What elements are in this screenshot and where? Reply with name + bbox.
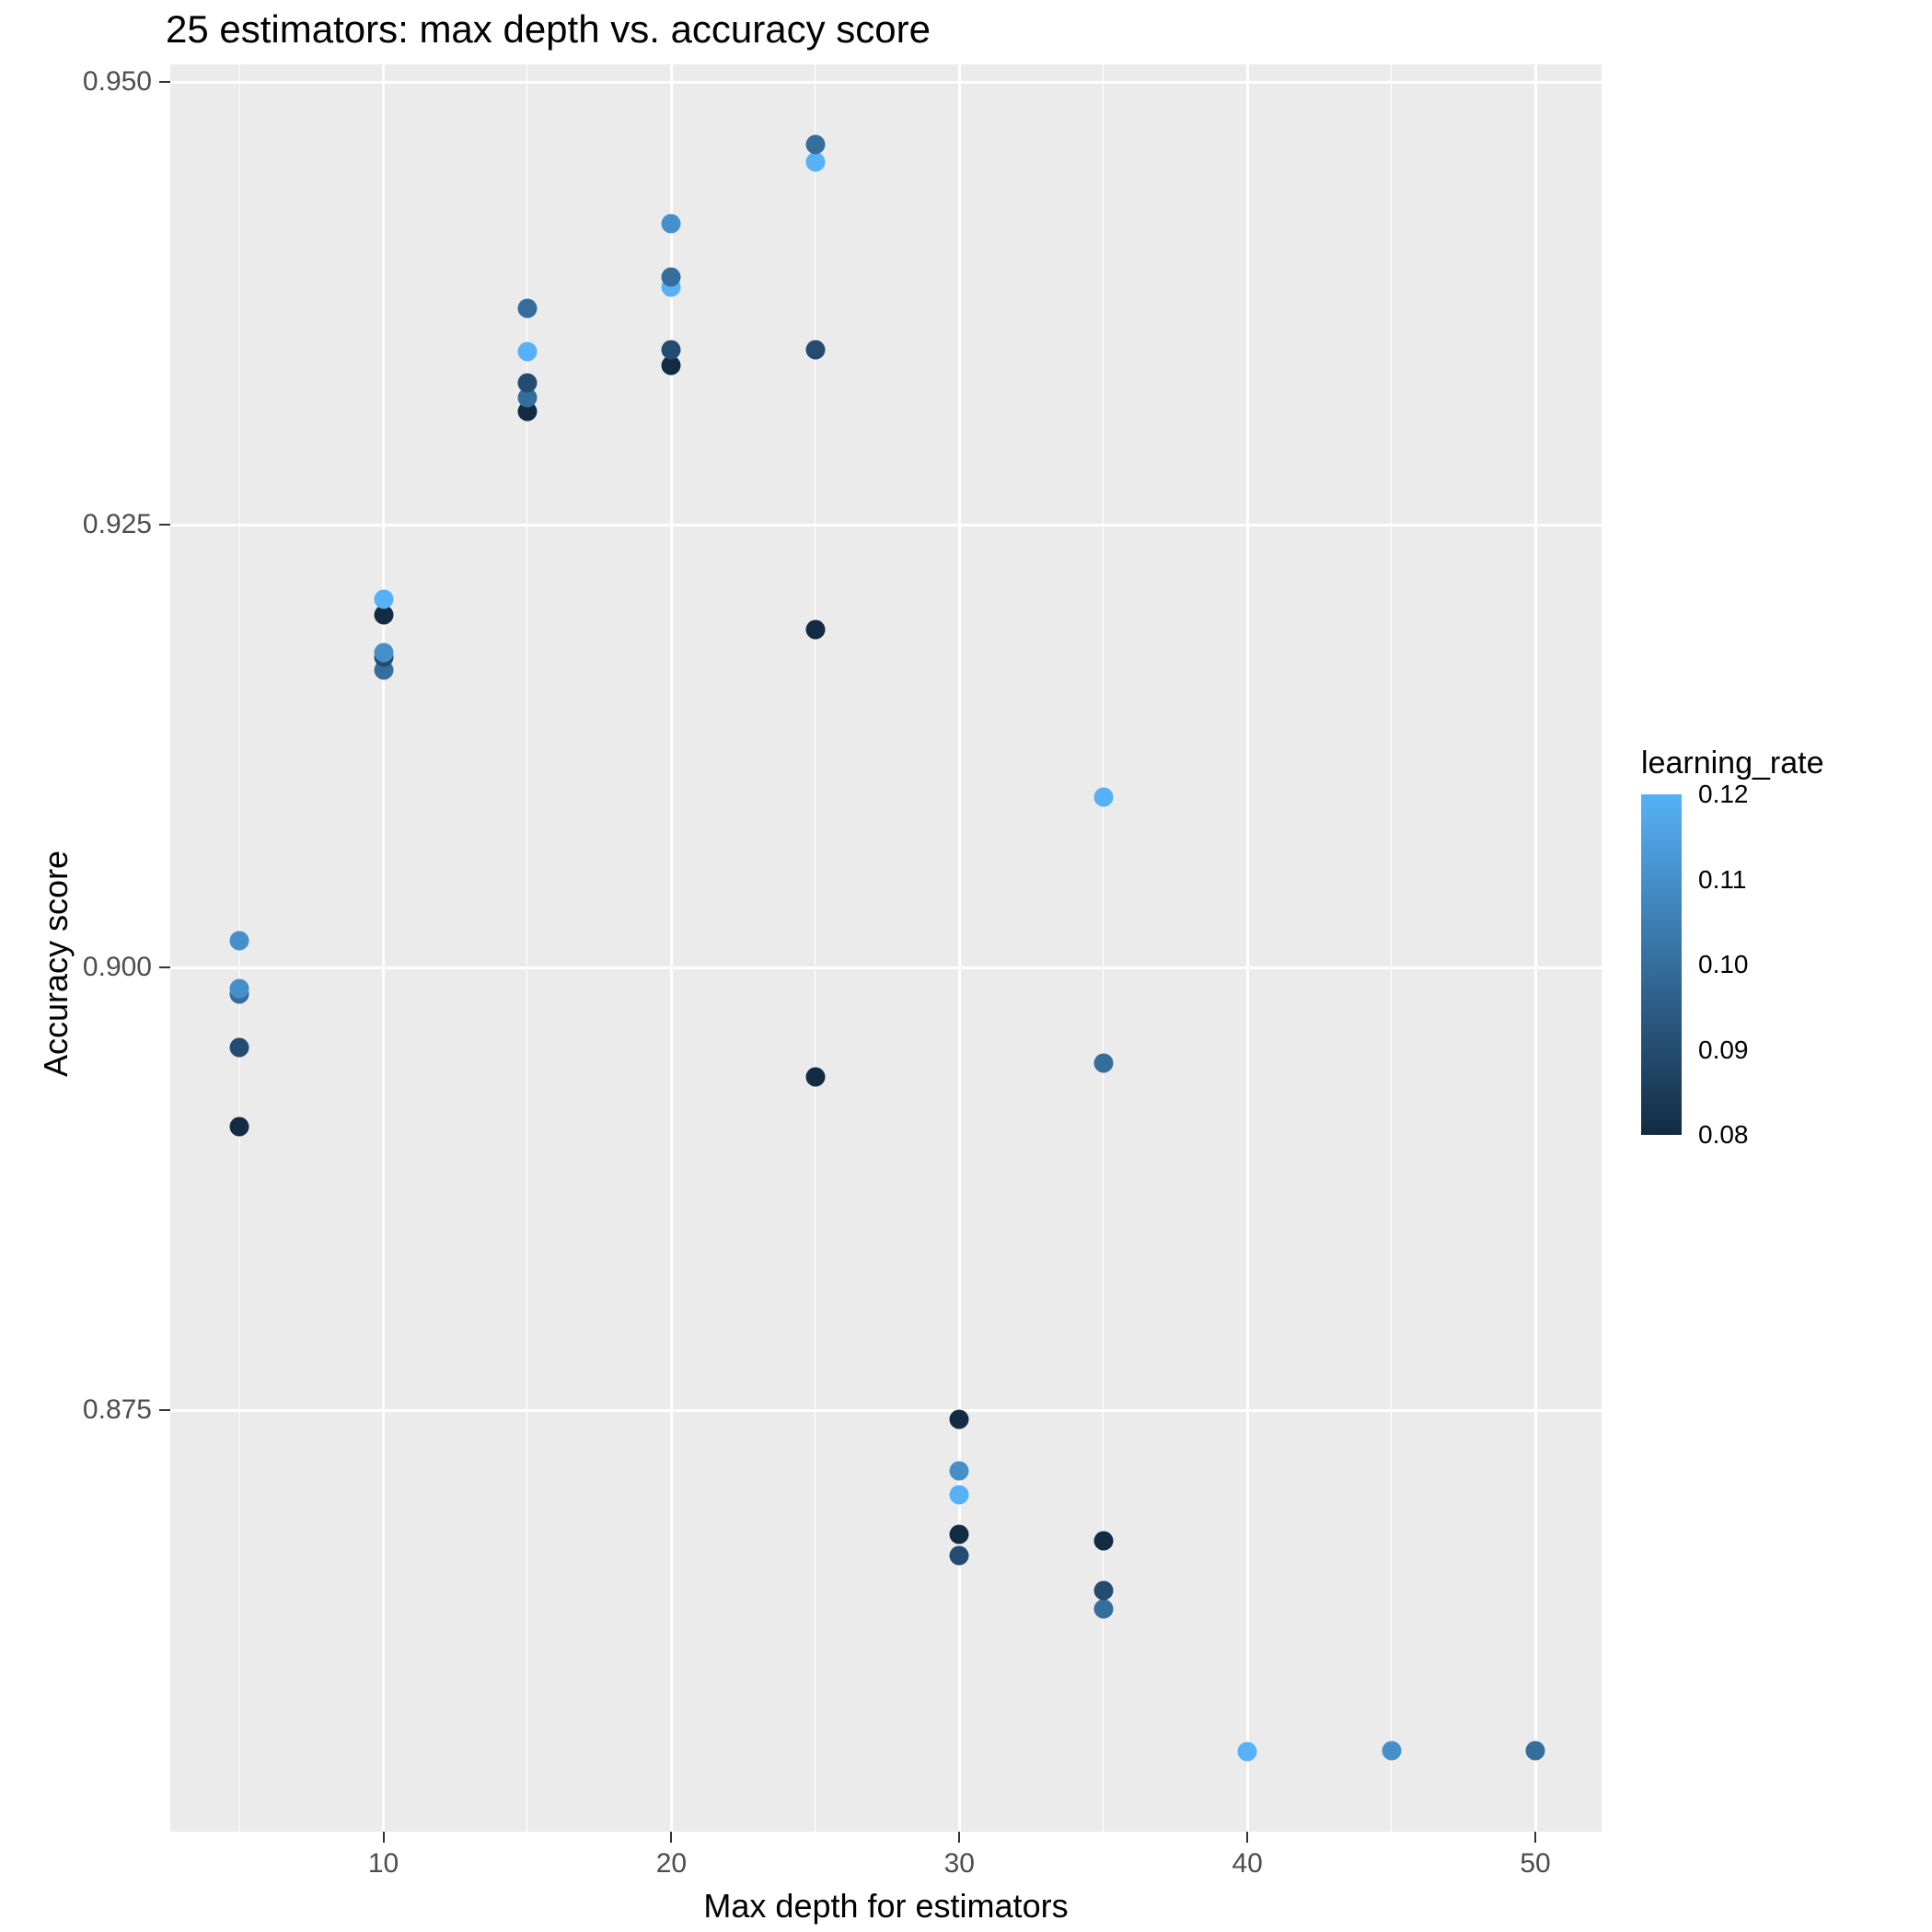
y-tick-label: 0.875 (83, 1394, 152, 1426)
data-point (1526, 1741, 1545, 1760)
data-point (805, 152, 825, 171)
x-tick-mark (383, 1832, 385, 1843)
grid-minor-v (1103, 64, 1104, 1832)
data-point (805, 1068, 825, 1087)
data-point (805, 340, 825, 359)
data-point (1093, 788, 1113, 807)
legend-gradient (1641, 794, 1682, 1135)
legend-tick-mark (1682, 1049, 1689, 1051)
data-point (1238, 1742, 1257, 1762)
data-point (517, 341, 537, 361)
data-point (662, 214, 681, 234)
x-tick-label: 10 (368, 1848, 399, 1880)
grid-major-h (170, 966, 1602, 969)
color-legend: learning_rate 0.080.090.100.110.12 (1641, 746, 1823, 1135)
y-tick-label: 0.925 (83, 509, 152, 540)
data-point (1093, 1532, 1113, 1551)
legend-tick-mark (1634, 793, 1641, 795)
chart-title: 25 estimators: max depth vs. accuracy sc… (166, 7, 931, 52)
data-point (1093, 1054, 1113, 1073)
data-point (950, 1545, 969, 1565)
legend-tick-label: 0.11 (1698, 865, 1746, 895)
grid-minor-v (815, 64, 816, 1832)
grid-major-v (1246, 64, 1249, 1832)
data-point (230, 979, 249, 999)
legend-tick-label: 0.09 (1698, 1035, 1749, 1065)
data-point (950, 1486, 969, 1505)
data-point (517, 299, 537, 318)
y-tick-label: 0.950 (83, 66, 152, 98)
legend-tick-label: 0.12 (1698, 780, 1749, 809)
legend-title: learning_rate (1641, 746, 1823, 781)
legend-tick-mark (1682, 879, 1689, 881)
data-point (374, 642, 393, 662)
legend-tick-mark (1682, 793, 1689, 795)
grid-major-v (670, 64, 673, 1832)
data-point (662, 340, 681, 359)
grid-major-h (170, 1409, 1602, 1412)
figure: 25 estimators: max depth vs. accuracy sc… (0, 0, 1932, 1932)
legend-tick-label: 0.08 (1698, 1120, 1749, 1150)
grid-major-v (1534, 64, 1537, 1832)
legend-bar: 0.080.090.100.110.12 (1641, 794, 1792, 1135)
data-point (1382, 1741, 1401, 1760)
y-tick-mark (159, 524, 170, 526)
grid-minor-v (1391, 64, 1392, 1832)
plot-panel (170, 64, 1602, 1832)
legend-tick-mark (1634, 1134, 1641, 1136)
grid-minor-v (526, 64, 527, 1832)
data-point (950, 1524, 969, 1544)
x-tick-label: 50 (1520, 1848, 1550, 1880)
x-axis-label: Max depth for estimators (703, 1887, 1068, 1926)
y-tick-mark (159, 1409, 170, 1411)
data-point (950, 1409, 969, 1429)
x-tick-label: 30 (944, 1848, 975, 1880)
data-point (374, 590, 393, 609)
y-tick-mark (159, 966, 170, 968)
data-point (1093, 1581, 1113, 1601)
legend-tick-mark (1682, 1134, 1689, 1136)
x-tick-mark (958, 1832, 960, 1843)
x-tick-label: 20 (656, 1848, 687, 1880)
legend-tick-mark (1634, 1049, 1641, 1051)
data-point (805, 619, 825, 639)
grid-major-v (382, 64, 385, 1832)
data-point (1093, 1599, 1113, 1618)
grid-major-v (958, 64, 961, 1832)
y-axis-label: Accuracy score (37, 850, 75, 1077)
x-tick-mark (1246, 1832, 1248, 1843)
x-tick-mark (1534, 1832, 1536, 1843)
data-point (662, 267, 681, 286)
y-tick-label: 0.900 (83, 952, 152, 983)
x-tick-mark (670, 1832, 672, 1843)
y-tick-mark (159, 81, 170, 83)
data-point (230, 931, 249, 951)
legend-tick-mark (1682, 964, 1689, 966)
legend-tick-mark (1634, 879, 1641, 881)
data-point (805, 134, 825, 154)
data-point (950, 1461, 969, 1480)
legend-tick-label: 0.10 (1698, 950, 1749, 979)
data-point (230, 1117, 249, 1137)
grid-major-h (170, 81, 1602, 84)
data-point (517, 374, 537, 393)
legend-tick-mark (1634, 964, 1641, 966)
x-tick-label: 40 (1232, 1848, 1262, 1880)
data-point (230, 1037, 249, 1057)
grid-major-h (170, 524, 1602, 526)
